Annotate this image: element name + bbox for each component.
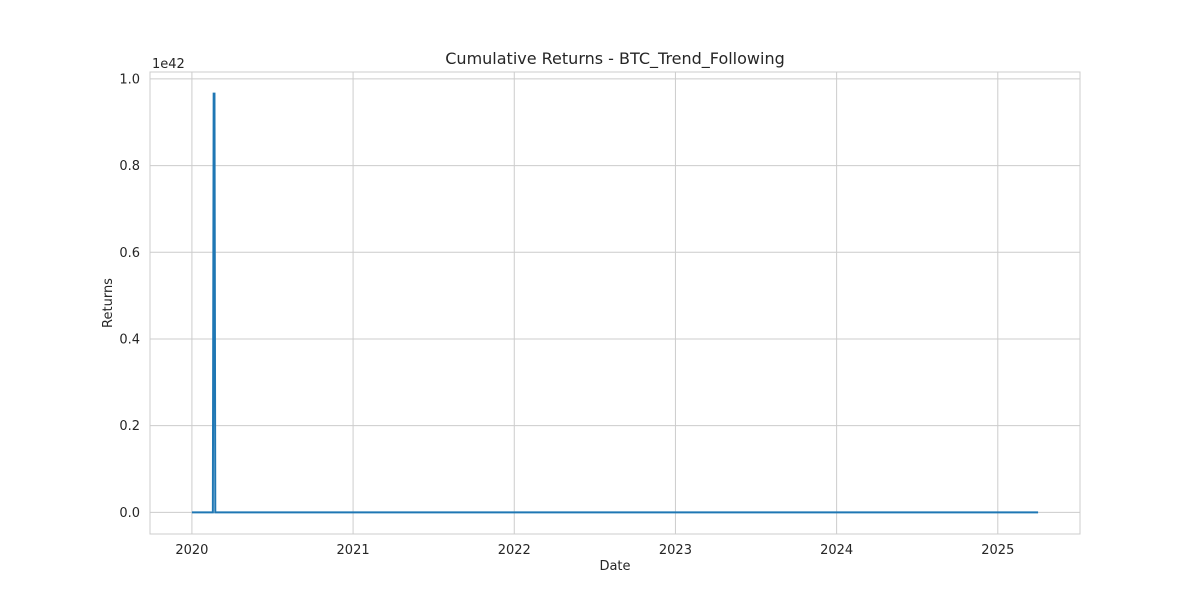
y-tick-label: 0.8 bbox=[119, 159, 140, 174]
x-tick-label: 2025 bbox=[981, 543, 1014, 558]
plot-frame bbox=[149, 71, 1081, 535]
plot-area bbox=[150, 72, 1080, 534]
x-tick-labels: 2020 2021 2022 2023 2024 2025 bbox=[175, 543, 1014, 558]
y-tick-label: 0.6 bbox=[119, 246, 140, 261]
x-axis-label: Date bbox=[599, 559, 630, 574]
x-tick-label: 2021 bbox=[337, 543, 370, 558]
x-tick-label: 2020 bbox=[175, 543, 208, 558]
series-line bbox=[191, 92, 1039, 514]
chart-title: Cumulative Returns - BTC_Trend_Following bbox=[445, 49, 784, 69]
y-tick-label: 0.4 bbox=[119, 332, 140, 347]
y-tick-label: 1.0 bbox=[119, 72, 140, 87]
x-tick-label: 2024 bbox=[820, 543, 853, 558]
y-tick-label: 0.0 bbox=[119, 506, 140, 521]
y-tick-label: 0.2 bbox=[119, 419, 140, 434]
y-tick-labels: 0.0 0.2 0.4 0.6 0.8 1.0 bbox=[119, 72, 140, 520]
series-layer bbox=[191, 92, 1039, 514]
y-axis-label: Returns bbox=[101, 278, 116, 328]
y-offset-text: 1e42 bbox=[152, 57, 185, 72]
x-tick-label: 2022 bbox=[498, 543, 531, 558]
x-tick-label: 2023 bbox=[659, 543, 692, 558]
